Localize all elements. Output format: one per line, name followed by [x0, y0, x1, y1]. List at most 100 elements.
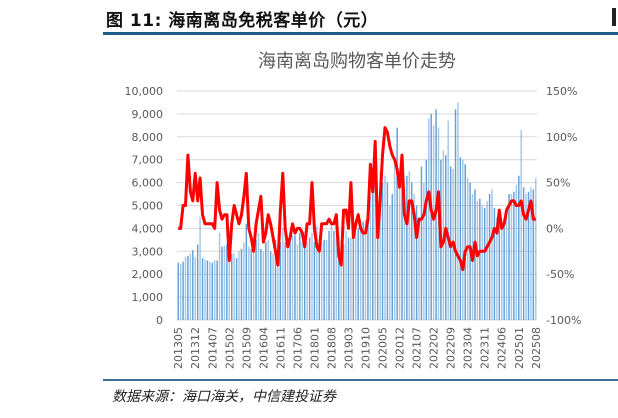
- bar: [221, 246, 223, 320]
- left-axis-tick: 9,000: [132, 108, 164, 121]
- yoy-line: [178, 126, 536, 272]
- bar: [369, 196, 372, 320]
- bar: [182, 261, 184, 320]
- right-axis-tick: 150%: [546, 85, 577, 98]
- bar: [284, 242, 286, 320]
- bar: [303, 246, 306, 320]
- bar: [187, 255, 189, 320]
- bar: [425, 159, 428, 320]
- bar: [194, 257, 196, 320]
- bar: [333, 230, 335, 320]
- bar: [330, 223, 333, 320]
- bar: [189, 253, 192, 320]
- bar: [177, 262, 179, 320]
- bar: [299, 232, 301, 320]
- bar: [393, 159, 396, 320]
- bar: [515, 184, 518, 320]
- bar: [535, 178, 537, 320]
- bar: [381, 182, 384, 320]
- figure-caption: 图 11: 海南离岛免税客单价（元）: [106, 11, 379, 31]
- bar: [291, 235, 294, 320]
- header-divider: [103, 32, 618, 35]
- bar: [306, 242, 308, 320]
- bar: [391, 194, 393, 320]
- bar: [432, 125, 435, 320]
- bar: [447, 120, 449, 321]
- bar: [262, 251, 265, 320]
- bar: [260, 249, 262, 320]
- x-axis-tick: 202209: [445, 327, 458, 369]
- bar: [376, 216, 379, 320]
- bar: [372, 182, 374, 320]
- bar: [243, 242, 245, 320]
- bar: [245, 223, 248, 320]
- bar: [352, 230, 355, 320]
- bar: [328, 230, 330, 320]
- bar: [196, 244, 199, 320]
- bar: [279, 242, 282, 320]
- bar: [235, 258, 238, 320]
- bar: [374, 159, 376, 320]
- bar: [325, 239, 328, 320]
- bar: [350, 237, 352, 320]
- bar: [296, 244, 299, 320]
- bar: [457, 102, 459, 320]
- bar: [408, 171, 411, 320]
- bar: [345, 230, 347, 320]
- bar: [505, 214, 508, 320]
- bar: [240, 249, 243, 320]
- bar: [462, 159, 464, 320]
- bar: [389, 205, 391, 320]
- x-axis-tick: 202012: [394, 327, 407, 369]
- bar: [479, 198, 481, 320]
- bar: [362, 221, 364, 320]
- left-axis-tick: 2,000: [132, 268, 164, 281]
- bar: [501, 226, 503, 320]
- bar: [201, 258, 204, 320]
- bar: [493, 207, 496, 320]
- x-axis-tick: 202304: [462, 327, 475, 369]
- left-axis-tick: 10,000: [125, 85, 164, 98]
- chart-title: 海南离岛购物客单价走势: [258, 51, 456, 72]
- bar: [464, 164, 466, 320]
- bar: [238, 251, 240, 320]
- x-axis-tick: 201706: [291, 327, 304, 369]
- bar: [384, 175, 386, 320]
- bar: [364, 219, 367, 320]
- bar: [228, 246, 231, 320]
- x-axis-tick: 201604: [257, 327, 270, 369]
- left-axis-tick: 7,000: [132, 154, 164, 167]
- bar: [454, 109, 457, 320]
- bar: [213, 260, 216, 320]
- bar: [211, 262, 213, 320]
- bar: [445, 155, 447, 320]
- x-axis-tick: 202005: [377, 327, 390, 369]
- left-axis-tick: 4,000: [132, 222, 164, 235]
- bar: [223, 245, 226, 320]
- bar: [231, 253, 233, 320]
- bar: [277, 244, 279, 320]
- bar: [401, 182, 403, 320]
- bar: [321, 242, 323, 320]
- bar: [420, 166, 423, 320]
- bar: [474, 189, 476, 320]
- bar: [510, 194, 513, 320]
- x-axis-tick: 201611: [274, 327, 287, 369]
- bar: [255, 239, 257, 320]
- bar: [527, 191, 530, 320]
- bar: [406, 175, 408, 320]
- x-axis-tick: 201903: [343, 327, 356, 369]
- bar: [347, 237, 350, 320]
- bar: [209, 261, 211, 320]
- bar: [355, 232, 357, 320]
- bar: [522, 187, 525, 320]
- left-axis-tick: 0: [156, 314, 163, 327]
- bar: [342, 244, 345, 320]
- x-axis-tick: 202202: [428, 327, 441, 369]
- bar: [184, 257, 187, 320]
- left-axis-tick: 8,000: [132, 131, 164, 144]
- x-axis-tick: 201312: [189, 327, 202, 369]
- bar: [359, 219, 362, 320]
- bar: [313, 242, 316, 320]
